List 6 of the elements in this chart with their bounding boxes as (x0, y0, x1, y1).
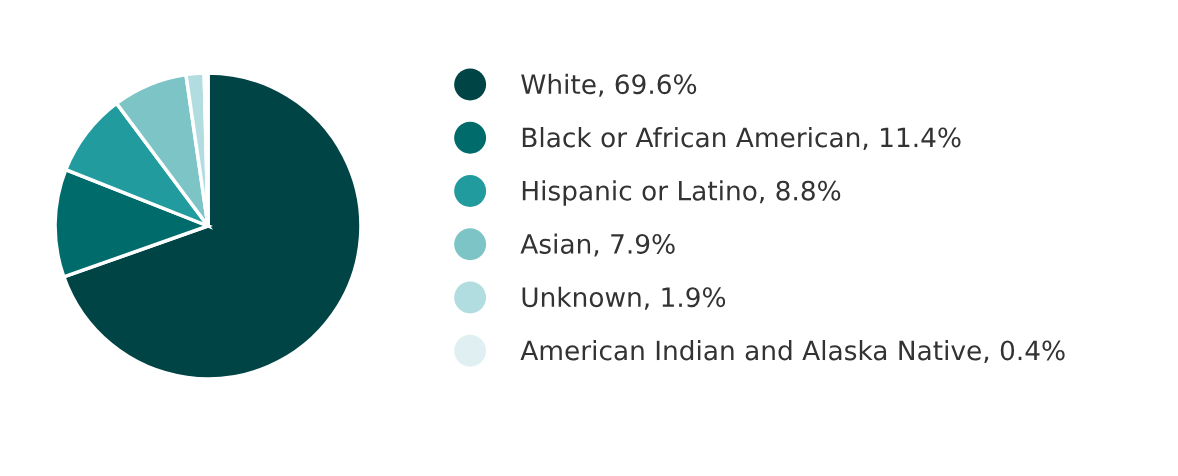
legend-label: Asian, 7.9% (520, 233, 675, 257)
legend-label: White, 69.6% (521, 73, 697, 97)
legend-label: Black or African American, 11.4% (522, 127, 961, 151)
legend-label: Hispanic or Latino, 8.8% (522, 180, 841, 206)
legend-label: American Indian and Alaska Native, 0.4% (520, 339, 1065, 364)
legend-label: Unknown, 1.9% (522, 286, 726, 310)
